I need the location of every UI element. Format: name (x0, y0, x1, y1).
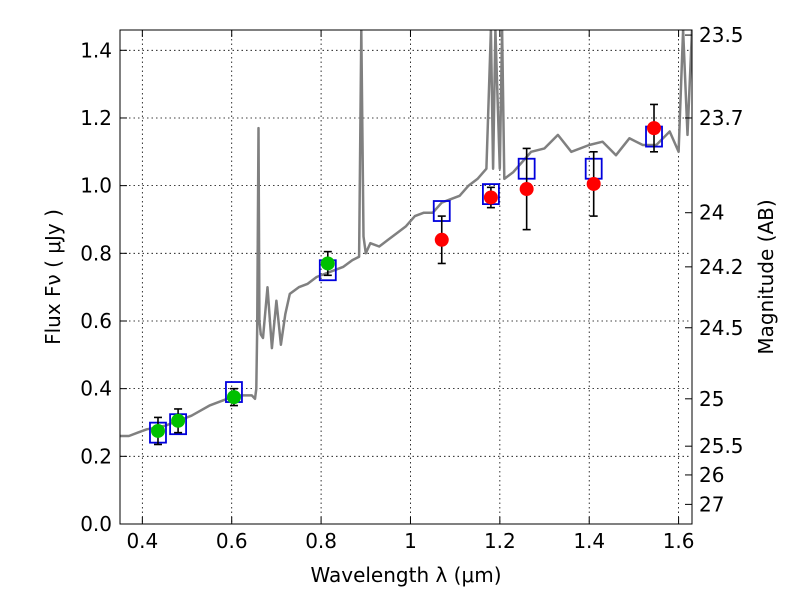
y2-tick-label: 25 (699, 387, 724, 411)
y-tick-label: 1.0 (80, 174, 112, 198)
observed-flux-point (647, 121, 662, 136)
y-tick-label: 0.6 (80, 309, 112, 333)
y2-tick-label: 24.2 (699, 255, 744, 279)
x-tick-label: 0.8 (305, 529, 337, 553)
ticks: 0.4 0.6 0.8 1 1.2 1.4 1.6 0.0 0.2 0.4 0.6 0.8 1.0 1.2… (80, 23, 743, 553)
y2-tick-label: 25.5 (699, 434, 744, 458)
plot-frame (119, 29, 693, 525)
observed-flux-point (483, 190, 498, 205)
y2-tick-label: 27 (699, 492, 724, 516)
observed-flux-point (519, 182, 534, 197)
observed-flux-point (150, 423, 165, 438)
y-axis-label: Flux Fν ( μJy ) (41, 209, 65, 345)
observed-flux-point (586, 176, 601, 191)
y-tick-label: 1.2 (80, 106, 112, 130)
observed-flux-point (226, 390, 241, 405)
x-tick-label: 1 (404, 529, 417, 553)
x-tick-label: 0.6 (216, 529, 248, 553)
y-tick-label: 0.8 (80, 241, 112, 265)
observed-flux-point (434, 232, 449, 247)
y2-tick-label: 23.5 (699, 23, 744, 47)
x-tick-label: 0.4 (126, 529, 158, 553)
y-tick-label: 1.4 (80, 38, 112, 62)
y2-tick-label: 26 (699, 463, 724, 487)
y-tick-label: 0.4 (80, 377, 112, 401)
x-tick-label: 1.6 (663, 529, 695, 553)
x-axis-label: Wavelength λ (μm) (310, 563, 501, 587)
observed-flux-point (171, 413, 186, 428)
y2-tick-label: 24.5 (699, 316, 744, 340)
y-tick-label: 0.2 (80, 444, 112, 468)
x-tick-label: 1.4 (573, 529, 605, 553)
y2-axis-label: Magnitude (AB) (754, 199, 778, 354)
y2-tick-label: 23.7 (699, 106, 744, 130)
y-tick-label: 0.0 (80, 512, 112, 536)
data-group (120, 30, 692, 446)
observed-flux-point (320, 256, 335, 271)
plot-area (120, 30, 692, 446)
y2-tick-label: 24 (699, 201, 724, 225)
x-tick-label: 1.2 (484, 529, 516, 553)
